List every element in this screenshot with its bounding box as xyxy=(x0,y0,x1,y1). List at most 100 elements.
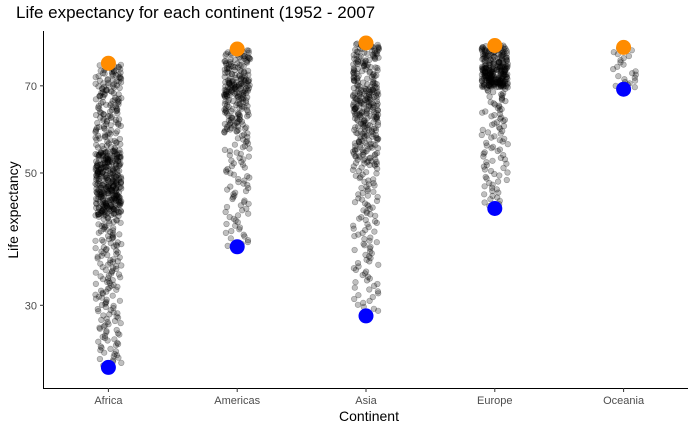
data-point-africa xyxy=(92,128,99,136)
data-point-africa xyxy=(104,275,112,282)
data-point-africa xyxy=(103,163,110,170)
data-point-africa xyxy=(97,184,104,191)
data-point-americas xyxy=(246,174,253,181)
data-point-africa xyxy=(109,176,116,183)
data-point-americas xyxy=(222,89,230,96)
data-point-africa xyxy=(97,92,104,99)
data-point-africa xyxy=(112,130,119,137)
data-point-asia xyxy=(354,78,362,85)
data-point-africa xyxy=(99,152,107,159)
data-point-africa xyxy=(104,159,112,166)
data-point-americas xyxy=(240,91,247,99)
data-point-africa xyxy=(99,89,106,96)
data-point-africa xyxy=(101,125,108,132)
data-point-asia xyxy=(370,118,377,125)
data-point-asia xyxy=(375,307,382,314)
data-point-asia xyxy=(369,80,377,87)
data-point-africa xyxy=(115,213,122,220)
data-point-africa xyxy=(104,159,111,166)
data-point-asia xyxy=(358,99,365,106)
data-point-africa xyxy=(99,182,106,189)
data-point-asia xyxy=(364,81,371,88)
data-point-americas xyxy=(227,119,234,126)
data-point-africa xyxy=(101,190,108,197)
data-point-asia xyxy=(359,196,366,203)
data-point-americas xyxy=(240,81,247,88)
data-point-asia xyxy=(370,180,377,187)
data-point-africa xyxy=(106,284,113,291)
data-point-asia xyxy=(352,46,359,54)
data-point-africa xyxy=(115,121,122,128)
data-point-asia xyxy=(373,50,380,57)
data-point-africa xyxy=(109,70,116,78)
data-point-asia xyxy=(366,68,374,75)
data-point-asia xyxy=(370,131,377,138)
data-point-asia xyxy=(362,58,369,65)
data-point-africa xyxy=(100,207,107,214)
data-point-asia xyxy=(367,63,374,71)
data-point-asia xyxy=(356,152,363,159)
data-point-americas xyxy=(238,89,245,96)
data-point-africa xyxy=(98,248,105,255)
data-point-africa xyxy=(110,205,117,212)
data-point-africa xyxy=(105,188,112,195)
data-point-asia xyxy=(350,61,357,68)
data-point-asia xyxy=(362,251,369,258)
data-point-africa xyxy=(103,87,110,94)
data-point-asia xyxy=(354,97,361,104)
data-point-oceania xyxy=(632,68,639,75)
data-point-africa xyxy=(111,350,118,358)
data-point-asia xyxy=(356,138,363,145)
data-point-americas xyxy=(234,109,241,116)
data-point-asia xyxy=(365,98,372,105)
data-point-africa xyxy=(118,198,125,205)
data-point-africa xyxy=(115,271,123,278)
data-point-asia xyxy=(351,233,358,240)
data-point-africa xyxy=(110,166,117,173)
data-point-africa xyxy=(95,293,102,300)
data-point-europe xyxy=(481,191,488,198)
data-point-asia xyxy=(358,214,365,221)
data-point-asia xyxy=(363,63,370,70)
data-point-africa xyxy=(117,160,124,167)
data-point-asia xyxy=(361,134,368,141)
data-point-asia xyxy=(351,77,358,84)
data-point-americas xyxy=(236,80,243,88)
data-point-americas xyxy=(233,128,240,135)
data-point-asia xyxy=(366,89,374,96)
data-point-asia xyxy=(373,114,380,121)
data-point-asia xyxy=(353,146,360,153)
data-point-americas xyxy=(228,70,236,77)
data-point-africa xyxy=(95,338,102,345)
data-point-europe xyxy=(494,194,501,201)
data-point-asia xyxy=(372,47,379,54)
data-point-asia xyxy=(359,190,366,197)
data-point-asia xyxy=(363,148,370,155)
data-point-asia xyxy=(371,218,379,225)
data-point-asia xyxy=(360,63,367,70)
data-point-americas xyxy=(227,82,234,89)
data-point-americas xyxy=(231,63,238,71)
data-point-americas xyxy=(240,94,247,101)
data-point-americas xyxy=(228,84,235,91)
data-point-asia xyxy=(371,162,379,169)
data-point-asia xyxy=(358,112,365,119)
data-point-americas xyxy=(234,60,241,67)
data-point-africa xyxy=(94,119,101,126)
data-point-asia xyxy=(354,60,361,68)
data-point-africa xyxy=(94,255,101,262)
data-point-asia xyxy=(371,79,378,87)
data-point-africa xyxy=(106,196,114,203)
data-point-americas xyxy=(231,84,238,91)
data-point-europe xyxy=(493,186,500,193)
data-point-europe xyxy=(489,143,497,150)
data-point-africa xyxy=(97,194,104,201)
data-point-asia xyxy=(361,178,368,185)
data-point-americas xyxy=(238,158,245,166)
data-point-americas xyxy=(223,220,230,228)
data-point-asia xyxy=(368,73,376,80)
data-point-africa xyxy=(110,203,117,210)
data-point-asia xyxy=(353,95,360,103)
data-point-americas xyxy=(228,163,235,170)
data-point-africa xyxy=(117,183,124,190)
